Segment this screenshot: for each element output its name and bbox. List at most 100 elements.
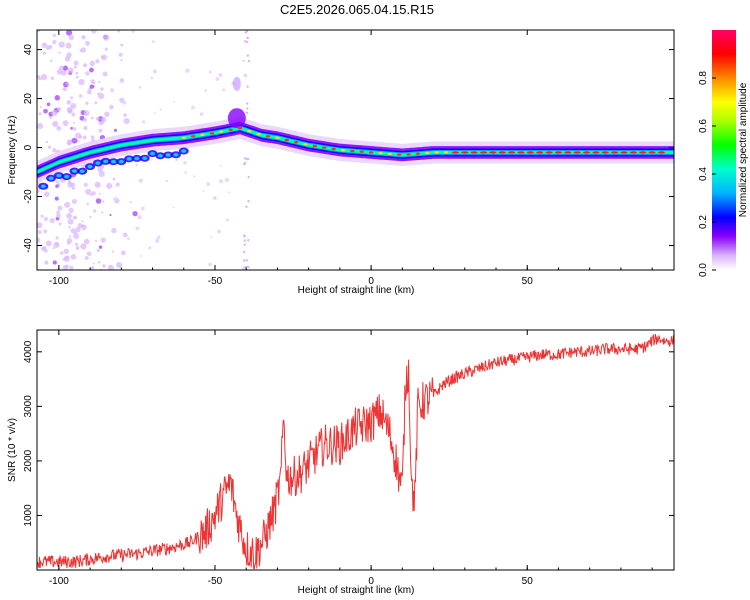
noise-speckle <box>131 30 135 33</box>
noise-speckle <box>102 71 108 77</box>
noise-speckle <box>93 209 97 213</box>
noise-speckle <box>56 210 60 215</box>
ridge-peak <box>340 149 346 152</box>
ridge-blob-core <box>111 159 117 164</box>
noise-speckle <box>64 201 71 208</box>
noise-speckle <box>37 187 40 194</box>
ridge-blob-core <box>134 156 140 161</box>
noise-speckle <box>222 88 226 92</box>
y-tick-label: 40 <box>23 44 34 56</box>
noise-speckle <box>113 196 118 202</box>
noise-speckle <box>225 218 229 222</box>
ridge-peak <box>639 151 647 154</box>
noise-speckle <box>228 191 231 194</box>
noise-speckle <box>117 30 121 33</box>
noise-speckle <box>243 161 247 165</box>
noise-speckle <box>101 54 108 61</box>
noise-speckle <box>219 164 222 167</box>
noise-speckle <box>83 110 90 116</box>
ridge-peak <box>293 140 299 144</box>
ridge-blob-core <box>173 152 179 157</box>
noise-speckle <box>90 135 95 140</box>
noise-speckle <box>193 175 196 178</box>
noise-speckle <box>56 107 62 112</box>
noise-speckle <box>37 30 41 33</box>
noise-speckle <box>56 213 61 218</box>
noise-speckle <box>111 250 114 253</box>
ridge-peak <box>190 135 196 138</box>
noise-speckle <box>210 236 213 239</box>
ridge-peak <box>200 133 205 137</box>
noise-speckle <box>95 117 100 121</box>
ridge-peak <box>517 151 525 154</box>
ridge-peak <box>387 152 393 156</box>
colorbar-label: Normalized spectral amplitude <box>738 82 749 217</box>
noise-speckle <box>150 76 154 80</box>
noise-speckle <box>100 237 106 243</box>
noise-speckle <box>101 200 105 203</box>
noise-speckle <box>55 242 59 246</box>
noise-speckle <box>245 102 249 105</box>
noise-speckle <box>73 231 77 235</box>
noise-speckle <box>104 111 110 118</box>
noise-speckle <box>83 63 88 68</box>
noise-speckle <box>45 140 49 144</box>
snr-y-ticks: 1000 2000 3000 4000 <box>23 340 674 527</box>
noise-speckle <box>246 40 249 44</box>
noise-speckle <box>66 213 73 219</box>
x-tick-label: 0 <box>368 276 374 287</box>
ridge-peak <box>461 151 469 154</box>
colorbar-tick-label: 0.2 <box>698 215 709 229</box>
noise-speckle <box>37 230 42 234</box>
noise-speckle <box>85 188 92 195</box>
ridge-blob-core <box>126 157 132 161</box>
noise-speckle <box>58 51 61 54</box>
ridge-blob-core <box>64 174 70 179</box>
noise-speckle <box>104 47 108 51</box>
noise-speckle <box>52 39 57 45</box>
ridge-peak <box>237 126 243 130</box>
spectrogram-x-ticks: -100 -50 0 50 <box>49 30 653 287</box>
noise-speckle <box>43 229 48 234</box>
noise-speckle <box>202 189 205 192</box>
ridge-peak <box>592 151 600 154</box>
colorbar-tick-label: 0.0 <box>698 263 709 277</box>
noise-speckle <box>50 59 53 63</box>
noise-speckle <box>72 215 77 220</box>
noise-speckle <box>165 179 168 183</box>
noise-speckle <box>94 239 98 243</box>
noise-speckle <box>206 182 211 186</box>
y-tick-label: 3000 <box>23 395 34 418</box>
noise-speckle <box>127 237 130 240</box>
ridge-peak <box>415 152 421 155</box>
noise-speckle <box>68 207 74 213</box>
noise-speckle <box>80 243 87 250</box>
noise-speckle <box>52 33 56 37</box>
noise-speckle <box>64 56 71 62</box>
noise-speckle <box>54 196 59 201</box>
noise-speckle <box>58 222 62 226</box>
noise-speckle <box>245 111 249 115</box>
noise-speckle <box>109 88 115 93</box>
ridge-blob-core <box>165 153 171 157</box>
noise-speckle <box>65 82 69 86</box>
noise-speckle <box>52 148 57 153</box>
noise-speckle <box>72 121 76 124</box>
noise-speckle <box>247 265 250 269</box>
spectrogram-y-label: Frequency (Hz) <box>7 116 18 185</box>
noise-speckle <box>244 40 247 43</box>
ridge-blob-core <box>48 176 54 181</box>
snr-series-line <box>36 333 674 570</box>
noise-speckle <box>155 238 160 243</box>
ridge-peak <box>331 147 336 151</box>
x-tick-label: 50 <box>522 276 534 287</box>
noise-speckle <box>246 36 249 40</box>
colorbar-ticks: 0.0 0.2 0.4 0.6 0.8 <box>698 71 716 277</box>
noise-speckle <box>71 186 76 191</box>
noise-speckle <box>106 182 113 189</box>
noise-speckle <box>89 67 94 73</box>
ridge-peak <box>219 130 224 133</box>
noise-speckle <box>43 216 48 221</box>
ridge-peak <box>425 151 430 155</box>
noise-speckle <box>83 126 88 131</box>
